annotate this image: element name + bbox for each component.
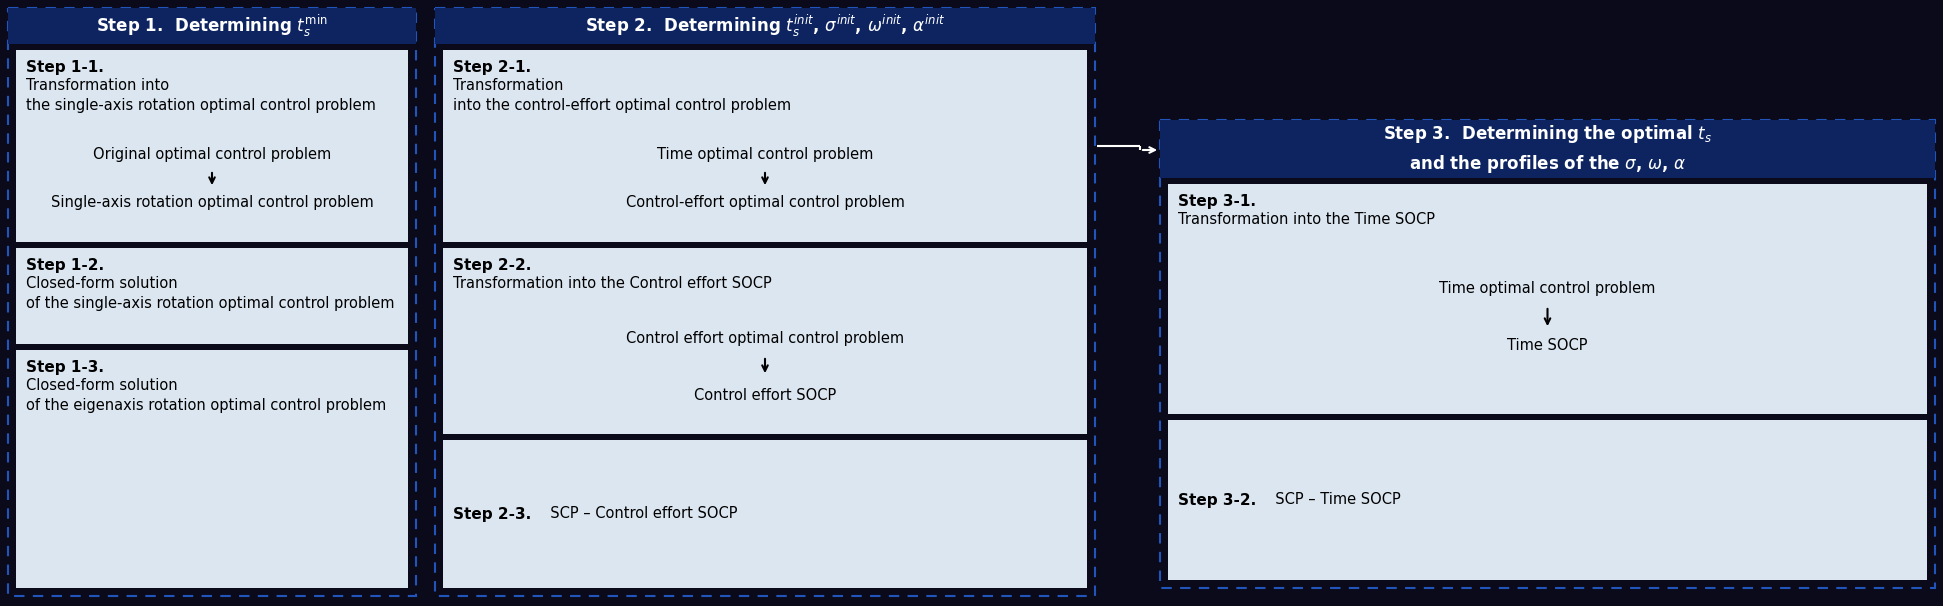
Text: Step 1-1.: Step 1-1. — [25, 60, 103, 75]
Text: Step 2-1.: Step 2-1. — [453, 60, 530, 75]
Bar — [1168, 420, 1927, 580]
Text: Single-axis rotation optimal control problem: Single-axis rotation optimal control pro… — [51, 195, 373, 210]
Text: Transformation into the Time SOCP: Transformation into the Time SOCP — [1177, 212, 1436, 227]
Text: Time SOCP: Time SOCP — [1508, 339, 1587, 353]
Bar — [1160, 120, 1935, 178]
Text: Time optimal control problem: Time optimal control problem — [657, 147, 872, 162]
Text: Original optimal control problem: Original optimal control problem — [93, 147, 330, 162]
Text: Step 2.  Determining $t_s^{init}$, $\sigma^{init}$, $\omega^{init}$, $\alpha^{in: Step 2. Determining $t_s^{init}$, $\sigm… — [585, 13, 944, 39]
Text: Transformation into
the single-axis rotation optimal control problem: Transformation into the single-axis rota… — [25, 78, 375, 113]
Text: Step 1.  Determining $t_s^{\mathrm{min}}$: Step 1. Determining $t_s^{\mathrm{min}}$ — [97, 13, 328, 39]
Text: Transformation
into the control-effort optimal control problem: Transformation into the control-effort o… — [453, 78, 791, 113]
Bar — [443, 440, 1086, 588]
Text: Step 2-3.: Step 2-3. — [453, 507, 530, 522]
Bar — [1168, 184, 1927, 414]
Text: Step 1-3.: Step 1-3. — [25, 360, 105, 375]
Bar — [435, 8, 1096, 44]
Bar — [435, 8, 1096, 596]
Text: Control-effort optimal control problem: Control-effort optimal control problem — [626, 195, 903, 210]
Text: SCP – Control effort SOCP: SCP – Control effort SOCP — [540, 507, 738, 522]
Text: Step 2-2.: Step 2-2. — [453, 258, 530, 273]
Text: Closed-form solution
of the single-axis rotation optimal control problem: Closed-form solution of the single-axis … — [25, 276, 394, 311]
Text: Time optimal control problem: Time optimal control problem — [1440, 282, 1655, 296]
Bar — [443, 248, 1086, 434]
Bar — [16, 50, 408, 242]
Text: Step 3-1.: Step 3-1. — [1177, 194, 1255, 209]
Bar — [443, 50, 1086, 242]
Text: Closed-form solution
of the eigenaxis rotation optimal control problem: Closed-form solution of the eigenaxis ro… — [25, 378, 387, 413]
Text: Transformation into the Control effort SOCP: Transformation into the Control effort S… — [453, 276, 771, 291]
Bar — [8, 8, 416, 44]
Bar — [1160, 120, 1935, 588]
Text: Control effort SOCP: Control effort SOCP — [694, 388, 835, 404]
Bar — [16, 248, 408, 344]
Text: Control effort optimal control problem: Control effort optimal control problem — [626, 330, 903, 345]
Text: Step 1-2.: Step 1-2. — [25, 258, 105, 273]
Text: Step 3-2.: Step 3-2. — [1177, 493, 1257, 507]
Text: SCP – Time SOCP: SCP – Time SOCP — [1267, 493, 1401, 507]
Bar — [8, 8, 416, 596]
Bar — [16, 350, 408, 588]
Text: Step 3.  Determining the optimal $t_s$
and the profiles of the $\sigma$, $\omega: Step 3. Determining the optimal $t_s$ an… — [1383, 123, 1712, 175]
